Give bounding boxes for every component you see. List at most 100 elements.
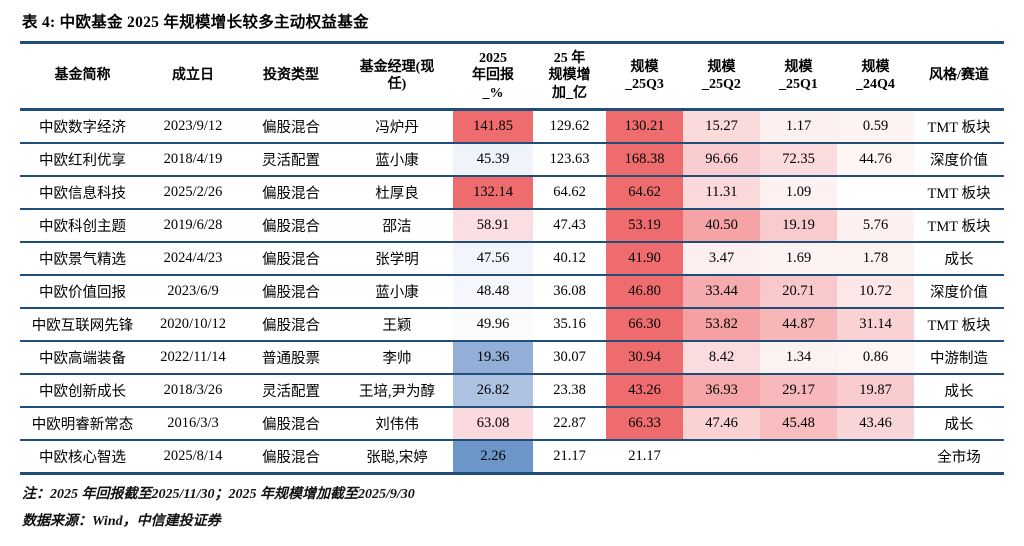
cell-ret: 47.56 (453, 242, 533, 276)
cell-q1: 45.48 (760, 407, 837, 441)
cell-q2: 53.82 (683, 308, 760, 342)
cell-ret: 45.39 (453, 143, 533, 177)
footnotes: 注：2025 年回报截至2025/11/30；2025 年规模增加截至2025/… (20, 475, 1004, 535)
cell-name: 中欧高端装备 (20, 341, 145, 375)
cell-q2: 33.44 (683, 275, 760, 309)
cell-manager: 张学明 (341, 242, 453, 276)
cell-type: 普通股票 (241, 341, 341, 375)
cell-name: 中欧互联网先锋 (20, 308, 145, 342)
cell-manager: 蓝小康 (341, 143, 453, 177)
cell-q1 (760, 440, 837, 475)
cell-q4 (837, 176, 914, 210)
cell-type: 偏股混合 (241, 440, 341, 475)
cell-style: 成长 (914, 242, 1004, 276)
cell-q2: 36.93 (683, 374, 760, 408)
cell-q3: 41.90 (606, 242, 683, 276)
cell-manager: 蓝小康 (341, 275, 453, 309)
cell-date: 2025/2/26 (145, 176, 241, 210)
cell-manager: 王颖 (341, 308, 453, 342)
cell-q1: 72.35 (760, 143, 837, 177)
cell-q1: 44.87 (760, 308, 837, 342)
cell-name: 中欧明睿新常态 (20, 407, 145, 441)
cell-inc: 40.12 (533, 242, 606, 276)
cell-date: 2016/3/3 (145, 407, 241, 441)
cell-q1: 29.17 (760, 374, 837, 408)
cell-q1: 1.34 (760, 341, 837, 375)
table-row: 中欧科创主题 2019/6/28 偏股混合 邵洁 58.91 47.43 53.19 40.5… (20, 209, 1004, 243)
cell-inc: 36.08 (533, 275, 606, 309)
cell-manager: 邵洁 (341, 209, 453, 243)
cell-q3: 30.94 (606, 341, 683, 375)
cell-name: 中欧科创主题 (20, 209, 145, 243)
cell-ret: 19.36 (453, 341, 533, 375)
cell-date: 2018/3/26 (145, 374, 241, 408)
cell-q2: 40.50 (683, 209, 760, 243)
column-header-style: 风格/赛道 (914, 42, 1004, 111)
cell-type: 偏股混合 (241, 308, 341, 342)
cell-date: 2023/6/9 (145, 275, 241, 309)
cell-date: 2023/9/12 (145, 109, 241, 144)
cell-q4: 19.87 (837, 374, 914, 408)
cell-name: 中欧核心智选 (20, 440, 145, 475)
cell-date: 2020/10/12 (145, 308, 241, 342)
cell-ret: 49.96 (453, 308, 533, 342)
cell-date: 2018/4/19 (145, 143, 241, 177)
cell-q3: 130.21 (606, 109, 683, 144)
cell-date: 2025/8/14 (145, 440, 241, 475)
cell-q2: 3.47 (683, 242, 760, 276)
cell-style: 深度价值 (914, 143, 1004, 177)
cell-q1: 1.69 (760, 242, 837, 276)
table-title: 表 4: 中欧基金 2025 年规模增长较多主动权益基金 (22, 14, 369, 31)
cell-q2: 47.46 (683, 407, 760, 441)
cell-q1: 1.09 (760, 176, 837, 210)
table-row: 中欧核心智选 2025/8/14 偏股混合 张聪,宋婷 2.26 21.17 21.17 全市… (20, 440, 1004, 475)
cell-manager: 刘伟伟 (341, 407, 453, 441)
cell-q4: 31.14 (837, 308, 914, 342)
cell-type: 偏股混合 (241, 176, 341, 210)
cell-type: 偏股混合 (241, 407, 341, 441)
cell-q1: 20.71 (760, 275, 837, 309)
cell-manager: 冯炉丹 (341, 109, 453, 144)
cell-ret: 2.26 (453, 440, 533, 475)
table-row: 中欧创新成长 2018/3/26 灵活配置 王培,尹为醇 26.82 23.38 43.26… (20, 374, 1004, 408)
header-row: 基金简称 成立日 投资类型 基金经理(现 任) 2025 年回报 _% 25 年 规模增 … (20, 42, 1004, 111)
cell-q3: 168.38 (606, 143, 683, 177)
column-header-manager: 基金经理(现 任) (341, 42, 453, 111)
cell-style: 深度价值 (914, 275, 1004, 309)
cell-type: 灵活配置 (241, 143, 341, 177)
cell-q3: 64.62 (606, 176, 683, 210)
column-header-name: 基金简称 (20, 42, 145, 111)
column-header-q1: 规模 _25Q1 (760, 42, 837, 111)
cell-q3: 21.17 (606, 440, 683, 475)
cell-q4 (837, 440, 914, 475)
cell-name: 中欧数字经济 (20, 109, 145, 144)
cell-q4: 5.76 (837, 209, 914, 243)
cell-inc: 47.43 (533, 209, 606, 243)
cell-q2 (683, 440, 760, 475)
cell-q2: 8.42 (683, 341, 760, 375)
cell-q3: 66.33 (606, 407, 683, 441)
cell-ret: 63.08 (453, 407, 533, 441)
cell-q3: 53.19 (606, 209, 683, 243)
table-row: 中欧信息科技 2025/2/26 偏股混合 杜厚良 132.14 64.62 64.62 11… (20, 176, 1004, 210)
cell-inc: 129.62 (533, 109, 606, 144)
column-header-q4: 规模 _24Q4 (837, 42, 914, 111)
fund-table: 基金简称 成立日 投资类型 基金经理(现 任) 2025 年回报 _% 25 年 规模增 … (20, 41, 1004, 475)
table-row: 中欧数字经济 2023/9/12 偏股混合 冯炉丹 141.85 129.62 130.21… (20, 109, 1004, 144)
cell-inc: 35.16 (533, 308, 606, 342)
table-row: 中欧高端装备 2022/11/14 普通股票 李帅 19.36 30.07 30.94 8.4… (20, 341, 1004, 375)
cell-q1: 19.19 (760, 209, 837, 243)
cell-ret: 58.91 (453, 209, 533, 243)
cell-q4: 10.72 (837, 275, 914, 309)
cell-type: 偏股混合 (241, 109, 341, 144)
cell-name: 中欧信息科技 (20, 176, 145, 210)
table-row: 中欧明睿新常态 2016/3/3 偏股混合 刘伟伟 63.08 22.87 66.33 47.… (20, 407, 1004, 441)
cell-ret: 132.14 (453, 176, 533, 210)
cell-name: 中欧景气精选 (20, 242, 145, 276)
cell-type: 偏股混合 (241, 209, 341, 243)
cell-date: 2022/11/14 (145, 341, 241, 375)
column-header-inc: 25 年 规模增 加_亿 (533, 42, 606, 111)
table-row: 中欧红利优享 2018/4/19 灵活配置 蓝小康 45.39 123.63 168.38 9… (20, 143, 1004, 177)
report-table-figure: 表 4: 中欧基金 2025 年规模增长较多主动权益基金 基金简称 成立日 投资类型… (20, 14, 1004, 535)
cell-style: TMT 板块 (914, 176, 1004, 210)
